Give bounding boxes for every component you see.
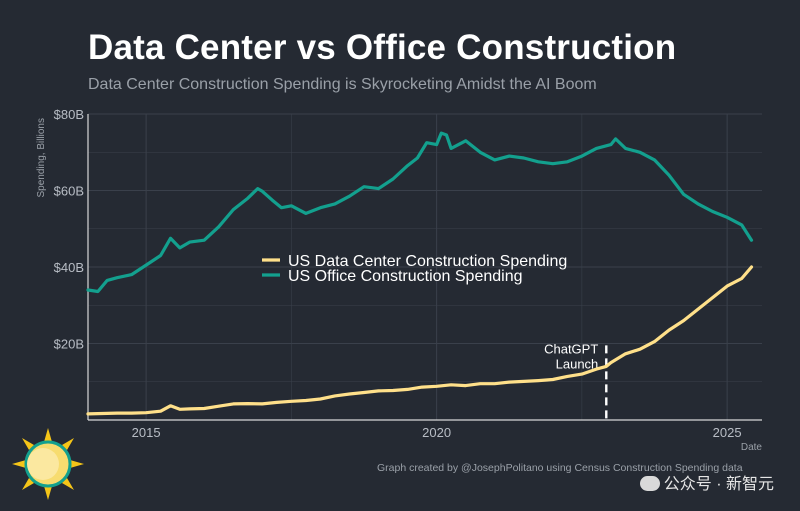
x-tick-label: 2020 bbox=[422, 425, 451, 440]
watermark-text: 公众号 · 新智元 bbox=[663, 476, 774, 493]
source-caption: Graph created by @JosephPolitano using C… bbox=[377, 462, 743, 474]
y-tick-label: $20B bbox=[54, 337, 84, 352]
y-tick-label: $80B bbox=[54, 107, 84, 122]
y-axis-title: Spending, Billions bbox=[36, 118, 47, 198]
watermark: 公众号 · 新智元 bbox=[639, 470, 774, 494]
x-tick-label: 2025 bbox=[713, 425, 742, 440]
chart-subtitle: Data Center Construction Spending is Sky… bbox=[88, 76, 597, 93]
legend-label: US Office Construction Spending bbox=[288, 268, 523, 285]
series-line-office bbox=[86, 131, 754, 294]
sun-logo-icon bbox=[12, 428, 84, 505]
chart-title: Data Center vs Office Construction bbox=[88, 28, 677, 67]
x-tick-label: 2015 bbox=[132, 425, 161, 440]
series-line-data-center bbox=[86, 265, 754, 416]
annotation-label: ChatGPT bbox=[544, 341, 598, 356]
y-tick-label: $60B bbox=[54, 184, 84, 199]
x-axis-title: Date bbox=[741, 442, 763, 453]
annotation-label: Launch bbox=[556, 356, 599, 371]
y-tick-label: $40B bbox=[54, 260, 84, 275]
legend-label: US Data Center Construction Spending bbox=[288, 253, 567, 270]
wechat-icon bbox=[639, 476, 660, 491]
